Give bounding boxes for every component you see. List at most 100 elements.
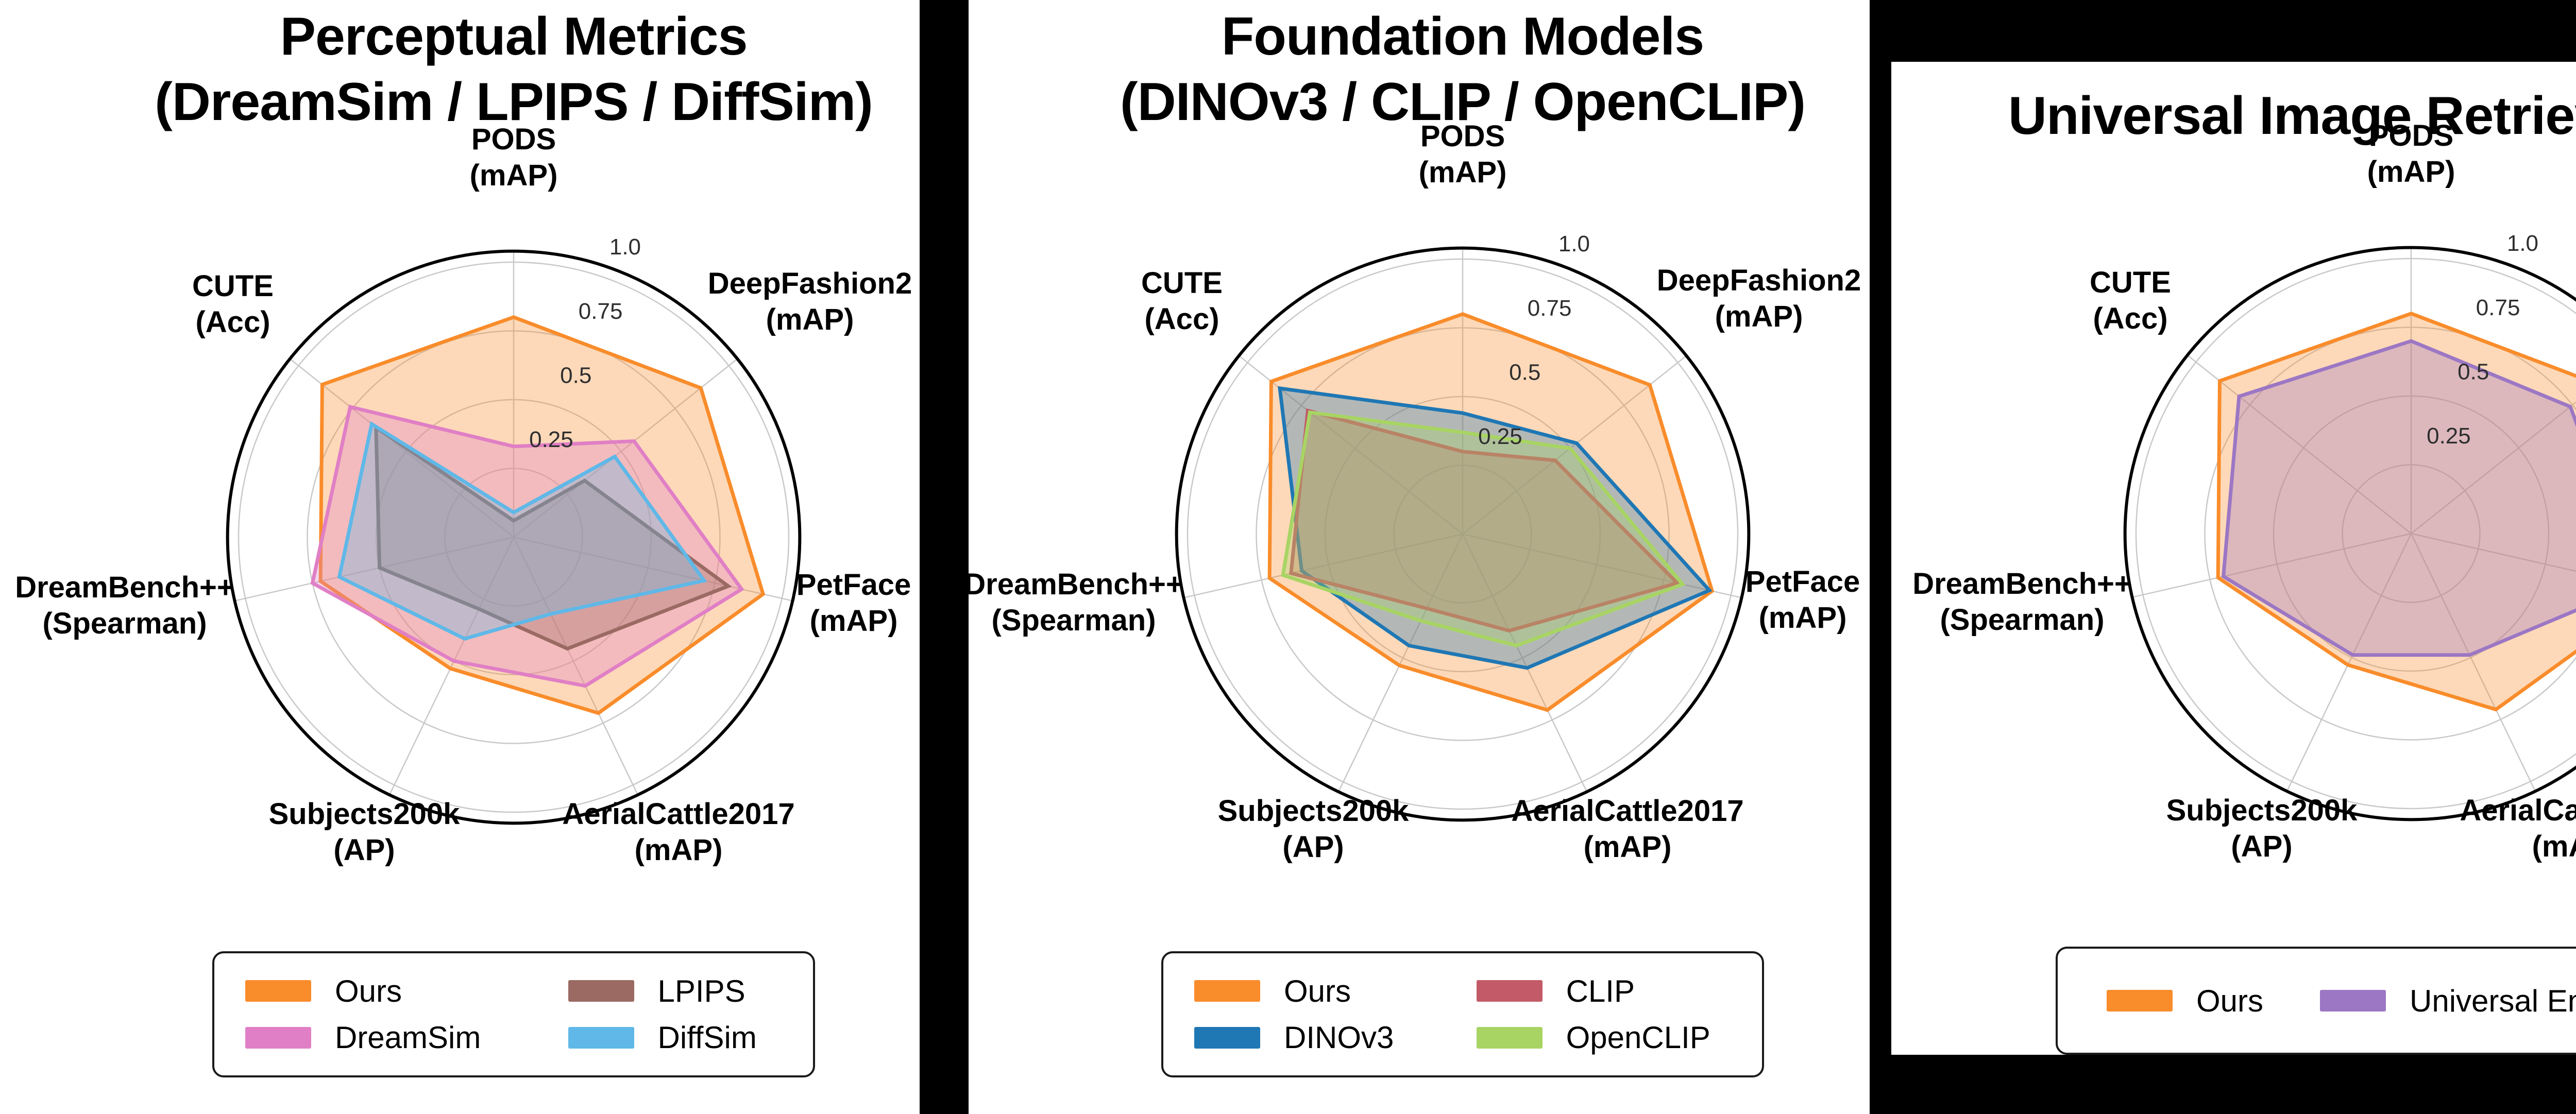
radial-tick-label: 0.75 bbox=[579, 299, 623, 324]
radar-chart-universal-image-retrieval: 0.250.50.751.0PODS(mAP)DeepFashion2(mAP)… bbox=[1912, 119, 2576, 863]
axis-label-name: PODS bbox=[2369, 119, 2453, 152]
radial-tick-label: 1.0 bbox=[609, 234, 641, 260]
series-polygon-universal-embedding bbox=[2221, 339, 2576, 657]
series-polygon-ours bbox=[2216, 312, 2576, 712]
radial-tick-label: 0.75 bbox=[1528, 296, 1572, 321]
axis-label-metric: (mAP) bbox=[1419, 156, 1507, 189]
legend-item-openclip: OpenCLIP bbox=[1476, 1015, 1731, 1061]
radar-grid-ring bbox=[307, 330, 721, 744]
radar-spoke bbox=[1337, 534, 1464, 792]
panel-1-title-line-2: (DreamSim / LPIPS / DiffSim) bbox=[155, 72, 873, 132]
radar-plot-area: 0.250.50.751.0PODS(mAP)DeepFashion2(mAP)… bbox=[969, 119, 1861, 864]
axis-label-name: CUTE bbox=[192, 269, 274, 303]
radar-grid-ring bbox=[1256, 327, 1670, 741]
panel-2-title-line-1: Foundation Models bbox=[1221, 7, 1704, 66]
legend-label: DreamSim bbox=[335, 1020, 481, 1055]
radar-grid-ring bbox=[2135, 258, 2576, 810]
axis-label-name: AerialCattle2017 bbox=[562, 797, 794, 831]
radar-outer-circle bbox=[226, 249, 802, 825]
axis-label-metric: (Acc) bbox=[195, 305, 270, 339]
axis-label-metric: (Spearman) bbox=[42, 607, 207, 640]
axis-label-name: CUTE bbox=[1141, 266, 1223, 300]
axis-label-metric: (mAP) bbox=[810, 604, 898, 638]
radial-tick-label: 0.25 bbox=[1478, 424, 1522, 449]
axis-label-metric: (mAP) bbox=[470, 159, 558, 192]
radar-grid-ring bbox=[375, 399, 652, 676]
axis-label-metric: (mAP) bbox=[2532, 830, 2576, 863]
axis-label-metric: (Acc) bbox=[1144, 302, 1219, 336]
radar-spoke bbox=[1183, 533, 1463, 598]
radar-grid-ring bbox=[444, 468, 583, 607]
axis-label-name: CUTE bbox=[2090, 266, 2171, 299]
panel-1-title-line-1: Perceptual Metrics bbox=[280, 7, 748, 66]
legend-item-ours: Ours bbox=[245, 968, 506, 1015]
legend-label: DINOv3 bbox=[1284, 1020, 1394, 1055]
legend-item-lpips: LPIPS bbox=[568, 968, 782, 1015]
legend-label: Ours bbox=[2196, 983, 2264, 1018]
radar-chart-perceptual-metrics: 0.250.50.751.0PODS(mAP)DeepFashion2(mAP)… bbox=[15, 123, 912, 867]
legend-label: Universal Embedding bbox=[2410, 983, 2576, 1018]
panel-universal-image-retrieval: Universal Image Retrieval Model 0.25 0.5 0… bbox=[1891, 62, 2576, 1055]
legend-item-universal-embedding: Universal Embedding bbox=[2320, 983, 2576, 1019]
legend-swatch-icon bbox=[2320, 990, 2386, 1012]
legend-label: OpenCLIP bbox=[1566, 1020, 1710, 1055]
radar-spoke bbox=[2411, 533, 2576, 572]
radar-chart-foundation-models: 0.250.50.751.0PODS(mAP)DeepFashion2(mAP)… bbox=[969, 119, 1861, 864]
axis-label-name: DreamBench++ bbox=[1912, 567, 2132, 601]
legend-item-diffsim: DiffSim bbox=[568, 1015, 782, 1061]
legend-foundation-models: Ours DINOv3 CLIP OpenCLIP bbox=[1161, 951, 1764, 1077]
legend-item-dinov3: DINOv3 bbox=[1194, 1015, 1415, 1061]
axis-label-name: AerialCattle2017 bbox=[1511, 794, 1743, 828]
panel-3-title: Universal Image Retrieval Model bbox=[1973, 83, 2576, 149]
legend-perceptual-metrics: Ours DreamSim LPIPS DiffSim bbox=[212, 951, 815, 1077]
axis-label-name: PetFace bbox=[1745, 565, 1860, 598]
legend-label: CLIP bbox=[1566, 973, 1635, 1008]
axis-label-metric: (mAP) bbox=[1759, 601, 1847, 635]
radar-spoke bbox=[2132, 533, 2412, 598]
radar-grid-ring bbox=[1393, 465, 1532, 604]
axis-label-metric: (mAP) bbox=[1715, 300, 1803, 333]
radar-grid-ring bbox=[238, 261, 790, 813]
legend-label: Ours bbox=[1284, 973, 1351, 1008]
radar-plot-area: 0.250.50.751.0PODS(mAP)DeepFashion2(mAP)… bbox=[1912, 119, 2576, 863]
legend-swatch-icon bbox=[1194, 1026, 1260, 1049]
radial-tick-label: 1.0 bbox=[2507, 231, 2538, 256]
series-polygon-ours bbox=[1267, 312, 1715, 712]
radar-spoke bbox=[2411, 401, 2576, 534]
radial-tick-label: 0.5 bbox=[560, 363, 591, 388]
radar-grid-ring bbox=[2204, 327, 2576, 741]
radial-tick-label: 0.5 bbox=[2458, 359, 2489, 384]
legend-label: LPIPS bbox=[657, 973, 745, 1008]
axis-label-name: DreamBench++ bbox=[969, 568, 1183, 601]
axis-label-metric: (AP) bbox=[333, 833, 395, 867]
legend-universal-image-retrieval: Ours Universal Embedding bbox=[2056, 947, 2576, 1055]
radar-spoke bbox=[290, 358, 514, 538]
radar-outer-circle bbox=[1175, 246, 1751, 822]
panel-3-title-line-1: Universal Image Retrieval Model bbox=[2008, 86, 2576, 146]
axis-label-name: DeepFashion2 bbox=[1657, 264, 1861, 297]
axis-label-name: PODS bbox=[1420, 119, 1505, 153]
panel-2-title: Foundation Models (DINOv3 / CLIP / OpenC… bbox=[1025, 4, 1901, 135]
panel-1-title: Perceptual Metrics (DreamSim / LPIPS / D… bbox=[76, 4, 952, 135]
panel-2-title-line-2: (DINOv3 / CLIP / OpenCLIP) bbox=[1120, 72, 1806, 132]
axis-label-name: DreamBench++ bbox=[15, 571, 234, 604]
series-polygon-diffsim bbox=[337, 421, 707, 641]
legend-label: Ours bbox=[335, 973, 402, 1008]
legend-item-clip: CLIP bbox=[1476, 968, 1731, 1015]
legend-swatch-icon bbox=[1476, 980, 1543, 1002]
radar-outer-circle bbox=[2123, 246, 2576, 821]
radial-tick-label: 0.25 bbox=[529, 427, 573, 452]
radar-grid-ring bbox=[2342, 464, 2481, 603]
legend-swatch-icon bbox=[245, 1026, 311, 1049]
axis-label-metric: (mAP) bbox=[766, 303, 854, 336]
radar-grid-ring bbox=[1324, 396, 1601, 673]
legend-item-ours: Ours bbox=[1194, 968, 1415, 1015]
radar-spoke bbox=[513, 537, 639, 795]
radar-spoke bbox=[1462, 533, 1742, 598]
radar-spoke bbox=[2187, 354, 2412, 534]
legend-item-ours: Ours bbox=[2107, 983, 2263, 1019]
radar-spoke bbox=[1462, 534, 1588, 792]
radial-tick-label: 0.75 bbox=[2476, 295, 2520, 320]
axis-label-name: PetFace bbox=[796, 568, 911, 602]
